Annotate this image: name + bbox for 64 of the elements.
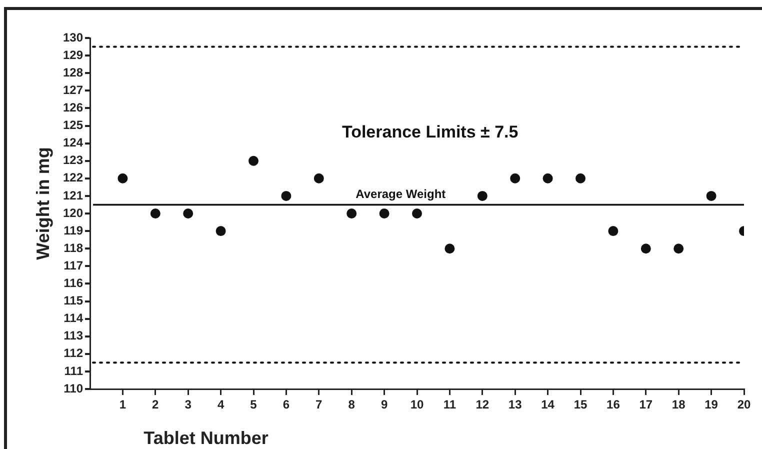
y-tick-label: 121: [62, 188, 84, 202]
y-tick-label: 126: [62, 100, 84, 115]
point: [706, 190, 716, 201]
x-tick-label: 9: [380, 398, 388, 412]
point: [314, 173, 324, 184]
y-tick-label: 116: [64, 276, 84, 290]
point: [118, 173, 128, 184]
point: [346, 208, 357, 218]
x-tick-label: 15: [574, 398, 588, 412]
x-tick-label: 11: [443, 398, 456, 412]
y-tick-label: 122: [62, 170, 84, 185]
y-tick-label: 127: [62, 82, 84, 97]
y-tick-label: 119: [64, 223, 84, 238]
x-tick-label: 4: [217, 398, 224, 412]
x-axis-title: Tablet Number: [144, 428, 268, 448]
point: [640, 244, 651, 254]
point: [510, 173, 520, 184]
point: [216, 226, 226, 236]
x-tick-label: 8: [348, 398, 356, 412]
point: [608, 226, 618, 236]
x-tick-label: 7: [316, 398, 323, 412]
y-tick-label: 130: [62, 30, 84, 44]
x-tick-label: 2: [152, 398, 160, 412]
point: [281, 190, 292, 201]
x-tick-label: 18: [672, 398, 686, 412]
point: [183, 208, 194, 218]
point: [444, 244, 455, 254]
y-tick-label: 118: [64, 240, 84, 255]
x-tick-label: 1: [119, 398, 126, 412]
point: [248, 156, 258, 166]
ref-line-label: Average Weight: [356, 187, 446, 202]
point: [150, 208, 160, 218]
annotation: Tolerance Limits ± 7.5: [342, 122, 518, 142]
x-tick-label: 12: [476, 398, 490, 412]
x-tick-label: 3: [184, 398, 192, 412]
x-tick-label: 17: [639, 398, 653, 412]
point: [379, 208, 390, 218]
point: [542, 173, 553, 184]
x-tick-label: 10: [410, 398, 424, 412]
x-tick-label: 20: [737, 398, 751, 412]
y-tick-label: 117: [64, 258, 84, 272]
y-tick-label: 128: [62, 65, 84, 80]
y-tick-label: 120: [62, 206, 84, 220]
point: [576, 173, 586, 184]
x-tick-label: 14: [541, 398, 555, 412]
y-tick-label: 123: [62, 153, 84, 168]
y-tick-label: 113: [64, 328, 84, 343]
x-tick-label: 6: [282, 398, 290, 412]
x-tick-label: 16: [606, 398, 620, 412]
y-tick-label: 124: [62, 136, 84, 150]
y-tick-label: 115: [64, 294, 84, 308]
x-tick-label: 5: [250, 398, 258, 412]
y-axis-title: Weight in mg: [32, 147, 53, 260]
x-tick-label: 19: [704, 398, 718, 412]
point: [477, 190, 488, 201]
y-tick-label: 110: [64, 381, 84, 396]
y-tick-label: 129: [62, 48, 84, 62]
y-tick-label: 125: [62, 118, 84, 132]
y-tick-label: 114: [64, 311, 84, 326]
y-tick-label: 111: [64, 364, 84, 378]
point: [412, 208, 422, 218]
x-tick-label: 13: [508, 398, 522, 412]
point: [674, 244, 684, 254]
y-tick-label: 112: [64, 346, 84, 360]
